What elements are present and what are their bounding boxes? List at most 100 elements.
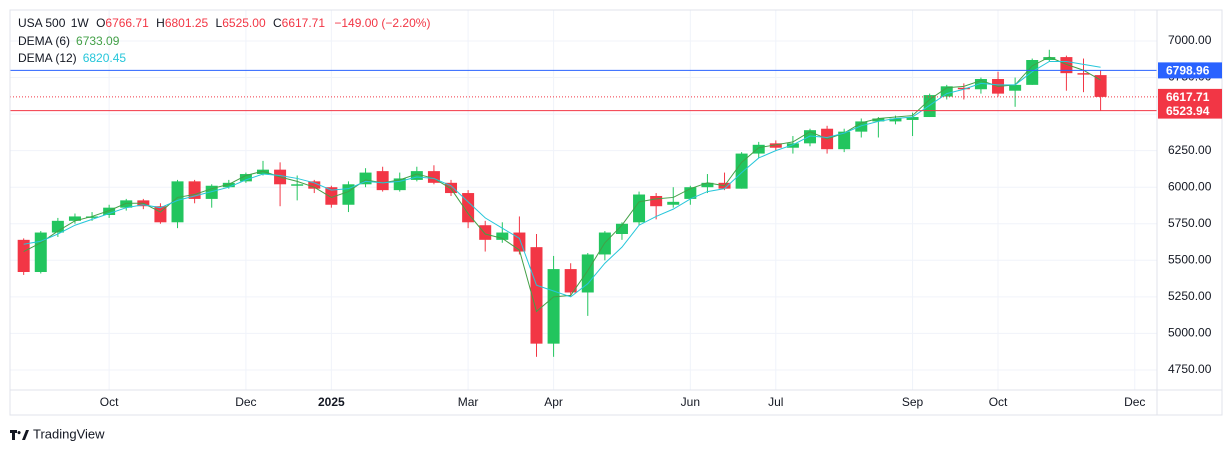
x-tick-label: Dec — [1124, 395, 1145, 409]
candle-body — [752, 144, 765, 154]
price-label-bg — [1158, 62, 1222, 79]
legend-value: 6820.45 — [83, 51, 127, 65]
candle-body — [325, 187, 338, 205]
candle-body — [684, 187, 697, 199]
plot — [10, 49, 1157, 357]
y-tick-label: 5000.00 — [1168, 326, 1212, 340]
candle-body — [1094, 75, 1107, 97]
candle-body — [308, 181, 321, 189]
candle-body — [701, 182, 714, 188]
price-label-bg — [1158, 102, 1222, 119]
candle-body — [239, 174, 252, 182]
header: USA 500 1W O6766.71 H6801.25 L6525.00 C6… — [18, 16, 430, 30]
ohlc-value: 6525.00 — [222, 16, 266, 30]
candle-body — [838, 131, 851, 150]
legend-name: DEMA (6) — [18, 34, 70, 48]
axes: 4750.00 5000.00 5250.00 5500.00 5750.00 6000.… — [100, 33, 1222, 409]
candle-body — [581, 254, 594, 293]
ohlc-key: L — [216, 16, 223, 30]
candle-body — [889, 118, 902, 122]
legend-entry: DEMA (12) 6820.45 — [18, 51, 126, 65]
candle-body — [291, 184, 304, 186]
ohlc-key: H — [156, 16, 165, 30]
candle-body — [547, 269, 560, 344]
x-tick-label: Apr — [544, 395, 563, 409]
candle-body — [17, 239, 30, 273]
legend-value: 6733.09 — [76, 34, 120, 48]
candle-body — [188, 181, 201, 199]
legend-entry: DEMA (6) 6733.09 — [18, 34, 120, 48]
candle-body — [1043, 57, 1056, 61]
candle-body — [735, 153, 748, 189]
y-tick-label: 6000.00 — [1168, 179, 1212, 193]
candle-body — [1009, 84, 1022, 91]
y-tick-label: 5250.00 — [1168, 289, 1212, 303]
change: −149.00 (−2.20%) — [334, 16, 430, 30]
candle-body — [1026, 60, 1039, 85]
candle-body — [496, 232, 509, 240]
candle-body — [615, 223, 628, 234]
candle-body — [769, 143, 782, 148]
candle-body — [786, 143, 799, 148]
x-tick-label: 2025 — [318, 395, 345, 409]
y-tick-label: 4750.00 — [1168, 362, 1212, 376]
candle-body — [256, 169, 269, 175]
candle-body — [855, 121, 868, 132]
candle-body — [86, 216, 99, 218]
candle-body — [427, 171, 440, 183]
candle-body — [51, 220, 64, 233]
candle-body — [667, 201, 680, 205]
candle-body — [564, 269, 577, 293]
candle-body — [393, 178, 406, 191]
y-tick-label: 6250.00 — [1168, 143, 1212, 157]
x-tick-label: Oct — [100, 395, 119, 409]
y-tick-label: 5500.00 — [1168, 252, 1212, 266]
y-tick-label: 5750.00 — [1168, 216, 1212, 230]
candle-body — [222, 182, 235, 188]
candle-body — [957, 87, 970, 90]
frame — [9, 9, 1223, 416]
logo-mark — [10, 430, 29, 440]
candle-body — [530, 247, 543, 344]
candle-body — [940, 86, 953, 97]
candle-body — [34, 232, 47, 273]
candle-body — [650, 195, 663, 207]
candle-body — [171, 181, 184, 223]
price-label: 6523.94 — [1166, 104, 1210, 118]
ohlc-value: 6801.25 — [165, 16, 209, 30]
candle-body — [906, 117, 919, 120]
candle-body — [479, 225, 492, 240]
logo: TradingView — [10, 426, 105, 441]
candle-body — [923, 95, 936, 118]
x-tick-label: Sep — [902, 395, 924, 409]
x-tick-label: Dec — [235, 395, 256, 409]
candle-body — [376, 171, 389, 191]
x-tick-label: Mar — [458, 395, 479, 409]
indicator-line — [23, 60, 1101, 298]
symbol: USA 500 — [18, 16, 66, 30]
candle-body — [359, 172, 372, 185]
interval: 1W — [71, 16, 90, 30]
candle-body — [410, 171, 423, 180]
ohlc-key: O — [96, 16, 105, 30]
candle-body — [205, 185, 218, 199]
candle-body — [103, 207, 116, 215]
price-label: 6798.96 — [1166, 64, 1210, 78]
ohlc-key: C — [273, 16, 282, 30]
indicator-line — [23, 56, 1101, 313]
price-label: 6617.71 — [1166, 90, 1210, 104]
price-label-bg — [1158, 88, 1222, 105]
x-tick-label: Oct — [989, 395, 1008, 409]
x-tick-label: Jul — [768, 395, 783, 409]
candle-body — [445, 182, 458, 194]
candle-body — [462, 193, 475, 223]
candle-body — [872, 118, 885, 122]
candle-body — [120, 200, 133, 208]
candle-body — [1077, 73, 1090, 75]
ohlc-value: 6617.71 — [282, 16, 326, 30]
candle-body — [68, 216, 81, 221]
x-tick-label: Jun — [681, 395, 700, 409]
candle-body — [974, 79, 987, 90]
legend-name: DEMA (12) — [18, 51, 77, 65]
